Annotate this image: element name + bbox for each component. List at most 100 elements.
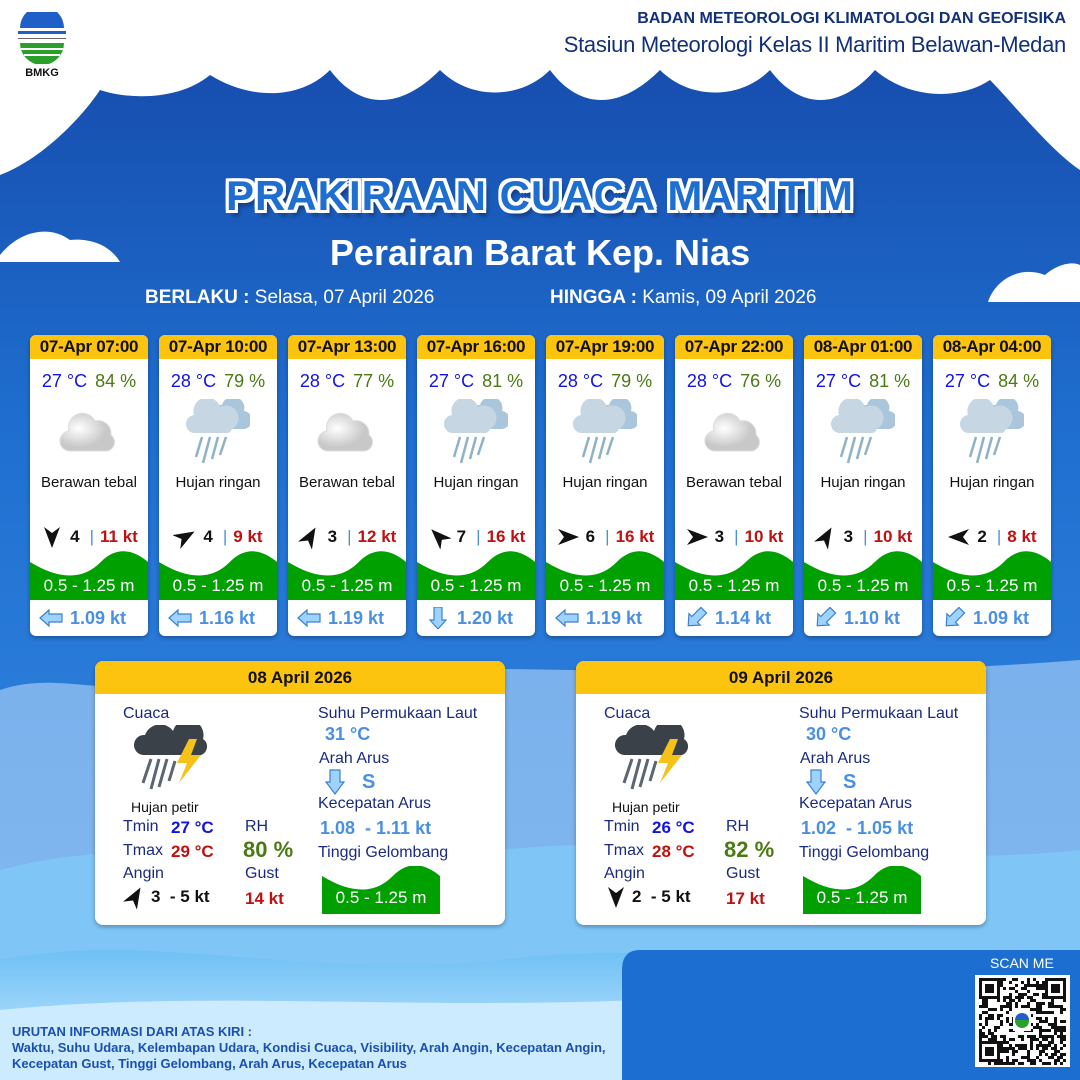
wind-direction-icon [430, 529, 451, 549]
qr-code[interactable] [975, 975, 1070, 1067]
valid-to-value: Kamis, 09 April 2026 [642, 287, 817, 308]
forecast-card: 07-Apr 13:00 28 °C 77 % Berawan tebal 0.5… [288, 335, 406, 636]
forecast-time: 07-Apr 16:00 [417, 335, 535, 359]
wind-speed: 3 [843, 527, 854, 546]
weather-condition: Hujan ringan [175, 474, 261, 491]
weather-condition: Berawan tebal [686, 474, 782, 491]
footer-text: Waktu, Suhu Udara, Kelembapan Udara, Kon… [12, 1040, 606, 1071]
current-direction-icon [39, 608, 63, 628]
humidity: 76 % [740, 371, 782, 391]
current-direction-icon [168, 608, 192, 628]
wind-label: Angin [123, 865, 164, 882]
weather-condition: Hujan ringan [820, 474, 906, 491]
wind-direction-icon [123, 887, 141, 909]
current-speed: 1.19 kt [586, 607, 643, 628]
sst-value: 30 °C [806, 724, 852, 744]
rh-label: RH [245, 818, 269, 835]
tmax-label: Tmax [604, 842, 644, 859]
weather-condition: Hujan petir [612, 799, 680, 815]
wave-height: 0.5 - 1.25 m [43, 576, 135, 595]
station-name: Stasiun Meteorologi Kelas II Maritim Bel… [563, 32, 1067, 57]
current-direction-icon [687, 607, 708, 627]
wind-speed: 2 [977, 527, 987, 546]
air-temperature: 28 °C [557, 371, 604, 391]
valid-to-label: HINGGA : [550, 287, 637, 308]
humidity: 84 % [95, 371, 137, 391]
weather-label: Cuaca [604, 705, 651, 722]
forecast-card: 08-Apr 01:00 27 °C 81 % Hujan ringan 0.5 … [804, 335, 922, 636]
gust-speed: 9 kt [233, 527, 263, 546]
wind-direction-icon [557, 529, 579, 545]
wave-height: 0.5 - 1.25 m [559, 576, 651, 595]
gust-speed: 8 kt [1007, 527, 1037, 546]
current-speed: 1.14 kt [715, 607, 772, 628]
humidity: 84 % [998, 371, 1040, 391]
bmkg-logo: BMKG [14, 6, 70, 79]
valid-from-label: BERLAKU : [145, 287, 250, 308]
forecast-time: 08-Apr 04:00 [933, 335, 1051, 359]
current-speed-value: 1.02 - 1.05 kt [801, 818, 914, 838]
wind-direction-icon [948, 529, 970, 545]
wave-height: 0.5 - 1.25 m [688, 576, 780, 595]
forecast-time: 07-Apr 13:00 [288, 335, 406, 359]
humidity: 81 % [869, 371, 911, 391]
current-speed-label: Kecepatan Arus [318, 795, 431, 812]
wind-speed: 7 [456, 527, 467, 546]
current-speed: 1.16 kt [199, 607, 256, 628]
forecast-time: 07-Apr 22:00 [675, 335, 793, 359]
valid-from-value: Selasa, 07 April 2026 [254, 287, 435, 308]
valid-from: BERLAKU : Selasa, 07 April 2026 [145, 287, 434, 309]
current-speed: 1.19 kt [328, 607, 385, 628]
weather-condition: Hujan ringan [562, 474, 648, 491]
humidity: 77 % [353, 371, 395, 391]
wind-direction-icon [297, 527, 316, 549]
forecast-card: 07-Apr 07:00 27 °C 84 % Berawan tebal 0.5… [30, 335, 148, 636]
gust-speed: 16 kt [615, 527, 655, 546]
valid-to: HINGGA : Kamis, 09 April 2026 [550, 287, 816, 309]
current-speed-value: 1.08 - 1.11 kt [320, 818, 432, 838]
wave-height: 0.5 - 1.25 m [946, 576, 1038, 595]
tmax-label: Tmax [123, 842, 163, 859]
current-direction-label: Arah Arus [800, 750, 871, 767]
wind-speed: 3 [327, 527, 338, 546]
gust-speed: 16 kt [486, 527, 526, 546]
forecast-card: 07-Apr 19:00 28 °C 79 % Hujan ringan 0.5 … [546, 335, 664, 636]
wind-speed: 4 [70, 527, 80, 546]
daily-summary-card: 09 April 2026 Cuaca Hujan petir Tmin 26 … [576, 661, 986, 925]
daily-summary-card: 08 April 2026 Cuaca Hujan petir Tmin 27 … [95, 661, 505, 925]
cloudy-icon [704, 412, 760, 452]
air-temperature: 28 °C [170, 371, 217, 391]
wave-height: 0.5 - 1.25 m [430, 576, 522, 595]
rain-icon [573, 399, 637, 464]
rh-value: 80 % [243, 837, 294, 862]
current-direction-icon [805, 769, 827, 795]
forecast-time: 07-Apr 19:00 [546, 335, 664, 359]
wave-graphic [288, 551, 406, 600]
gust-speed: 10 kt [873, 527, 913, 546]
sst-value: 31 °C [325, 724, 371, 744]
gust-label: Gust [245, 865, 279, 882]
daily-date: 08 April 2026 [95, 661, 505, 694]
forecast-card: 08-Apr 04:00 27 °C 84 % Hujan ringan 0.5 … [933, 335, 1051, 636]
wave-graphic [933, 551, 1051, 600]
daily-date: 09 April 2026 [576, 661, 986, 694]
wave-height: 0.5 - 1.25 m [817, 576, 909, 595]
gust-speed: 11 kt [100, 527, 138, 546]
wave-graphic [417, 551, 535, 600]
rh-label: RH [726, 818, 750, 835]
humidity: 81 % [482, 371, 524, 391]
wave-height: 0.5 - 1.25 m [301, 576, 393, 595]
air-temperature: 28 °C [686, 371, 733, 391]
rh-value: 82 % [724, 837, 775, 862]
gust-speed: 10 kt [744, 527, 784, 546]
current-speed: 1.09 kt [70, 607, 127, 628]
forecast-time: 07-Apr 10:00 [159, 335, 277, 359]
air-temperature: 27 °C [944, 371, 991, 391]
wave-height-label: Tinggi Gelombang [318, 844, 449, 861]
weather-condition: Hujan ringan [949, 474, 1035, 491]
wind-speed: 3 [714, 527, 725, 546]
air-temperature: 27 °C [428, 371, 475, 391]
wave-graphic [30, 551, 148, 600]
current-direction-icon [428, 607, 448, 629]
forecast-card: 07-Apr 10:00 28 °C 79 % Hujan ringan 0.5 … [159, 335, 277, 636]
